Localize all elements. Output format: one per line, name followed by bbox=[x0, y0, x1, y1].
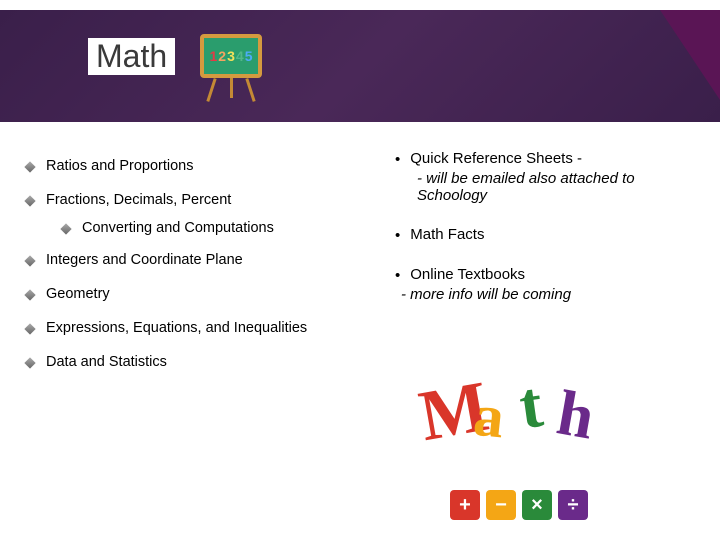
easel-legs bbox=[200, 78, 262, 106]
list-item-label: Ratios and Proportions bbox=[46, 158, 194, 174]
diamond-bullet-icon bbox=[60, 223, 71, 234]
easel-num-5: 5 bbox=[245, 48, 253, 64]
info-item-head: Math Facts bbox=[410, 226, 484, 243]
diamond-bullet-icon bbox=[24, 357, 35, 368]
op-minus-icon: − bbox=[486, 490, 516, 520]
easel-board: 1 2 3 4 5 bbox=[200, 34, 262, 78]
diamond-bullet-icon bbox=[24, 161, 35, 172]
info-item: • Math Facts bbox=[395, 226, 695, 244]
bullet-icon: • bbox=[395, 227, 400, 244]
list-item: Geometry bbox=[26, 286, 366, 302]
info-item: • Quick Reference Sheets - - will be ema… bbox=[395, 150, 695, 204]
easel-num-1: 1 bbox=[210, 48, 218, 64]
list-item-label: Integers and Coordinate Plane bbox=[46, 252, 243, 268]
diamond-bullet-icon bbox=[24, 323, 35, 334]
diamond-bullet-icon bbox=[24, 195, 35, 206]
op-divide-icon: ÷ bbox=[558, 490, 588, 520]
info-list: • Quick Reference Sheets - - will be ema… bbox=[395, 150, 695, 325]
list-item-label: Geometry bbox=[46, 286, 110, 302]
info-item-head: Online Textbooks bbox=[410, 266, 525, 283]
easel-num-3: 3 bbox=[227, 48, 235, 64]
art-letter-t: t bbox=[515, 367, 547, 445]
info-item-head: Quick Reference Sheets - bbox=[410, 150, 582, 167]
list-item-label: Data and Statistics bbox=[46, 354, 167, 370]
list-item: Data and Statistics bbox=[26, 354, 366, 370]
list-item-label: Converting and Computations bbox=[82, 220, 274, 236]
list-item: Expressions, Equations, and Inequalities bbox=[26, 320, 366, 336]
info-item-sub: - will be emailed also attached to Schoo… bbox=[417, 170, 695, 204]
easel-graphic: 1 2 3 4 5 bbox=[200, 34, 262, 106]
diamond-bullet-icon bbox=[24, 255, 35, 266]
list-item-sub: Converting and Computations bbox=[62, 220, 366, 236]
list-item-label: Expressions, Equations, and Inequalities bbox=[46, 320, 307, 336]
diamond-bullet-icon bbox=[24, 289, 35, 300]
list-item: Fractions, Decimals, Percent bbox=[26, 192, 366, 208]
info-item-sub: - more info will be coming bbox=[401, 286, 695, 303]
easel-num-2: 2 bbox=[218, 48, 226, 64]
easel-num-4: 4 bbox=[236, 48, 244, 64]
corner-accent bbox=[660, 10, 720, 100]
op-plus-icon: + bbox=[450, 490, 480, 520]
bullet-icon: • bbox=[395, 267, 400, 284]
list-item: Ratios and Proportions bbox=[26, 158, 366, 174]
math-art-graphic: M a t h + − × ÷ bbox=[420, 370, 640, 520]
list-item: Integers and Coordinate Plane bbox=[26, 252, 366, 268]
info-item: • Online Textbooks - more info will be c… bbox=[395, 266, 695, 303]
art-ops-row: + − × ÷ bbox=[450, 490, 588, 520]
list-item-label: Fractions, Decimals, Percent bbox=[46, 192, 231, 208]
topics-list: Ratios and Proportions Fractions, Decima… bbox=[26, 158, 366, 388]
bullet-icon: • bbox=[395, 151, 400, 168]
art-letter-a: a bbox=[470, 381, 507, 453]
page-title: Math bbox=[88, 38, 175, 75]
art-letter-h: h bbox=[552, 375, 600, 454]
op-times-icon: × bbox=[522, 490, 552, 520]
